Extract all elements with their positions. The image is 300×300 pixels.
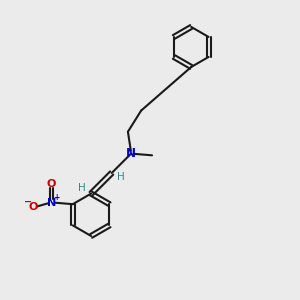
- Text: +: +: [53, 193, 60, 202]
- Text: H: H: [117, 172, 124, 182]
- Text: N: N: [47, 198, 56, 208]
- Text: O: O: [28, 202, 38, 212]
- Text: O: O: [47, 179, 56, 190]
- Text: H: H: [78, 183, 86, 193]
- Text: N: N: [126, 147, 136, 160]
- Text: −: −: [24, 197, 32, 207]
